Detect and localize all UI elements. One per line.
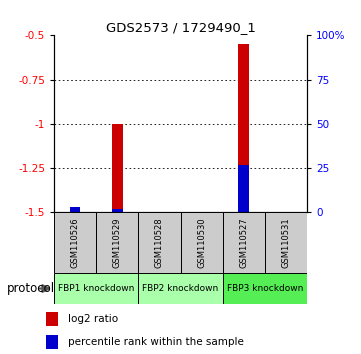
Bar <box>112 209 123 212</box>
Text: GSM110529: GSM110529 <box>113 217 122 268</box>
Text: protocol: protocol <box>7 282 55 295</box>
Text: GSM110528: GSM110528 <box>155 217 164 268</box>
Bar <box>70 207 81 212</box>
Bar <box>96 212 138 273</box>
Text: FBP1 knockdown: FBP1 knockdown <box>58 284 134 293</box>
Text: percentile rank within the sample: percentile rank within the sample <box>68 337 244 347</box>
Bar <box>223 273 307 304</box>
Title: GDS2573 / 1729490_1: GDS2573 / 1729490_1 <box>105 21 256 34</box>
Bar <box>238 165 249 212</box>
Bar <box>54 212 96 273</box>
Bar <box>70 207 81 212</box>
Text: log2 ratio: log2 ratio <box>68 314 118 324</box>
Text: GSM110526: GSM110526 <box>71 217 80 268</box>
Text: FBP3 knockdown: FBP3 knockdown <box>227 284 303 293</box>
Bar <box>180 212 223 273</box>
Text: FBP2 knockdown: FBP2 knockdown <box>142 284 219 293</box>
Bar <box>112 124 123 212</box>
Bar <box>54 273 138 304</box>
Bar <box>45 312 58 326</box>
Bar <box>138 212 180 273</box>
Text: GSM110530: GSM110530 <box>197 217 206 268</box>
Text: GSM110527: GSM110527 <box>239 217 248 268</box>
Bar <box>223 212 265 273</box>
Bar <box>45 335 58 349</box>
Bar <box>265 212 307 273</box>
Text: GSM110531: GSM110531 <box>281 217 290 268</box>
Bar <box>138 273 223 304</box>
Bar <box>238 44 249 212</box>
